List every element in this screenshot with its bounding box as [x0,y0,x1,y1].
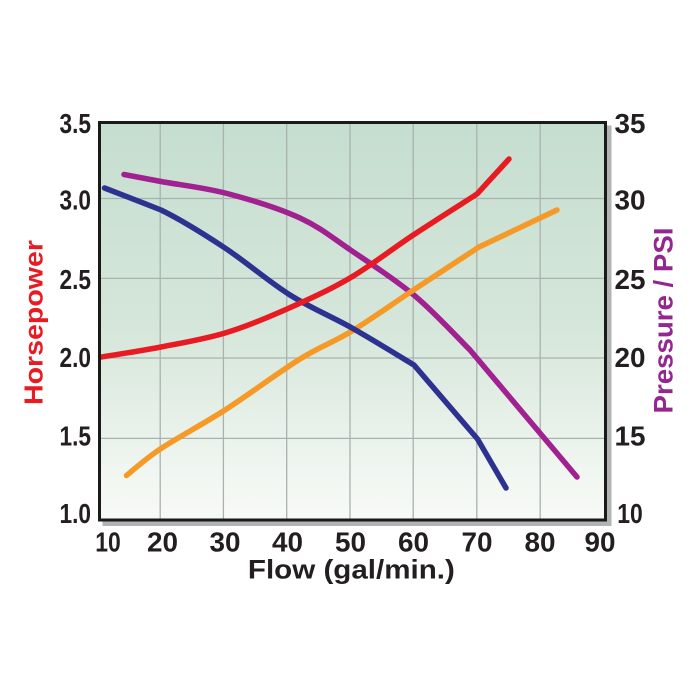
svg-text:1.5: 1.5 [60,420,92,451]
svg-text:40: 40 [272,527,303,558]
svg-text:2.5: 2.5 [60,264,92,295]
svg-text:1.0: 1.0 [60,498,92,529]
svg-text:25: 25 [615,264,646,295]
svg-text:15: 15 [615,420,646,451]
svg-text:30: 30 [615,185,646,216]
svg-text:80: 80 [525,527,556,558]
svg-text:60: 60 [398,527,429,558]
svg-text:3.5: 3.5 [60,108,92,139]
svg-text:10: 10 [617,498,643,529]
svg-text:35: 35 [615,108,646,139]
svg-text:70: 70 [462,527,493,558]
svg-text:10: 10 [95,527,121,558]
svg-text:2.0: 2.0 [60,342,92,373]
svg-text:50: 50 [335,527,366,558]
svg-text:3.0: 3.0 [60,185,92,216]
svg-text:Horsepower: Horsepower [19,240,49,405]
svg-text:90: 90 [585,527,616,558]
svg-text:20: 20 [615,342,646,373]
svg-text:Flow (gal/min.): Flow (gal/min.) [248,555,455,585]
svg-text:Pressure / PSI: Pressure / PSI [649,228,679,414]
svg-text:30: 30 [210,527,241,558]
svg-text:20: 20 [147,527,178,558]
